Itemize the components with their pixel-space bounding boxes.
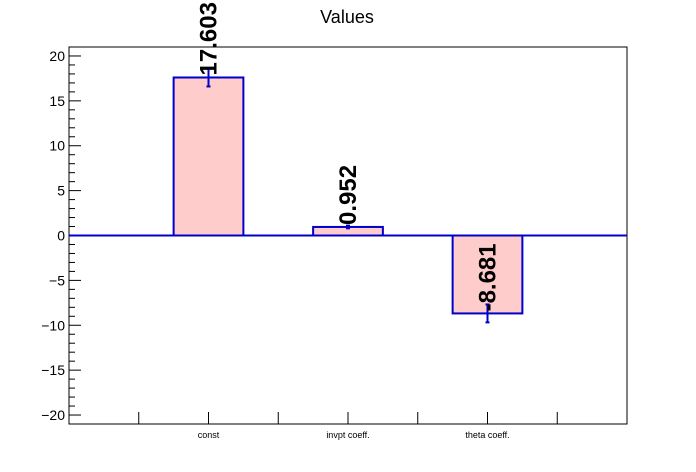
bar-value-label: 17.603 <box>196 2 223 75</box>
y-tick-label: 0 <box>57 228 65 244</box>
chart-title: Values <box>320 7 374 27</box>
y-tick-label: 5 <box>57 183 65 199</box>
bar <box>172 76 245 237</box>
plot-area: −20 −15 −10 −5 0 5 10 15 20 const invpt coeff. thet… <box>41 2 628 440</box>
y-tick-label: −5 <box>49 272 65 288</box>
y-tick-label: 20 <box>49 48 65 64</box>
x-tick-label: theta coeff. <box>465 430 509 440</box>
x-tick-label: invpt coeff. <box>326 430 369 440</box>
x-tick-label: const <box>198 430 220 440</box>
bar-value-label: -8.681 <box>475 243 502 311</box>
y-tick-label: 10 <box>49 138 65 154</box>
y-tick-label: −15 <box>41 362 65 378</box>
y-tick-label: −10 <box>41 317 65 333</box>
bar <box>451 234 524 315</box>
bar-value-label: 0.952 <box>335 165 362 225</box>
y-tick-label: −20 <box>41 407 65 423</box>
y-tick-label: 15 <box>49 93 65 109</box>
